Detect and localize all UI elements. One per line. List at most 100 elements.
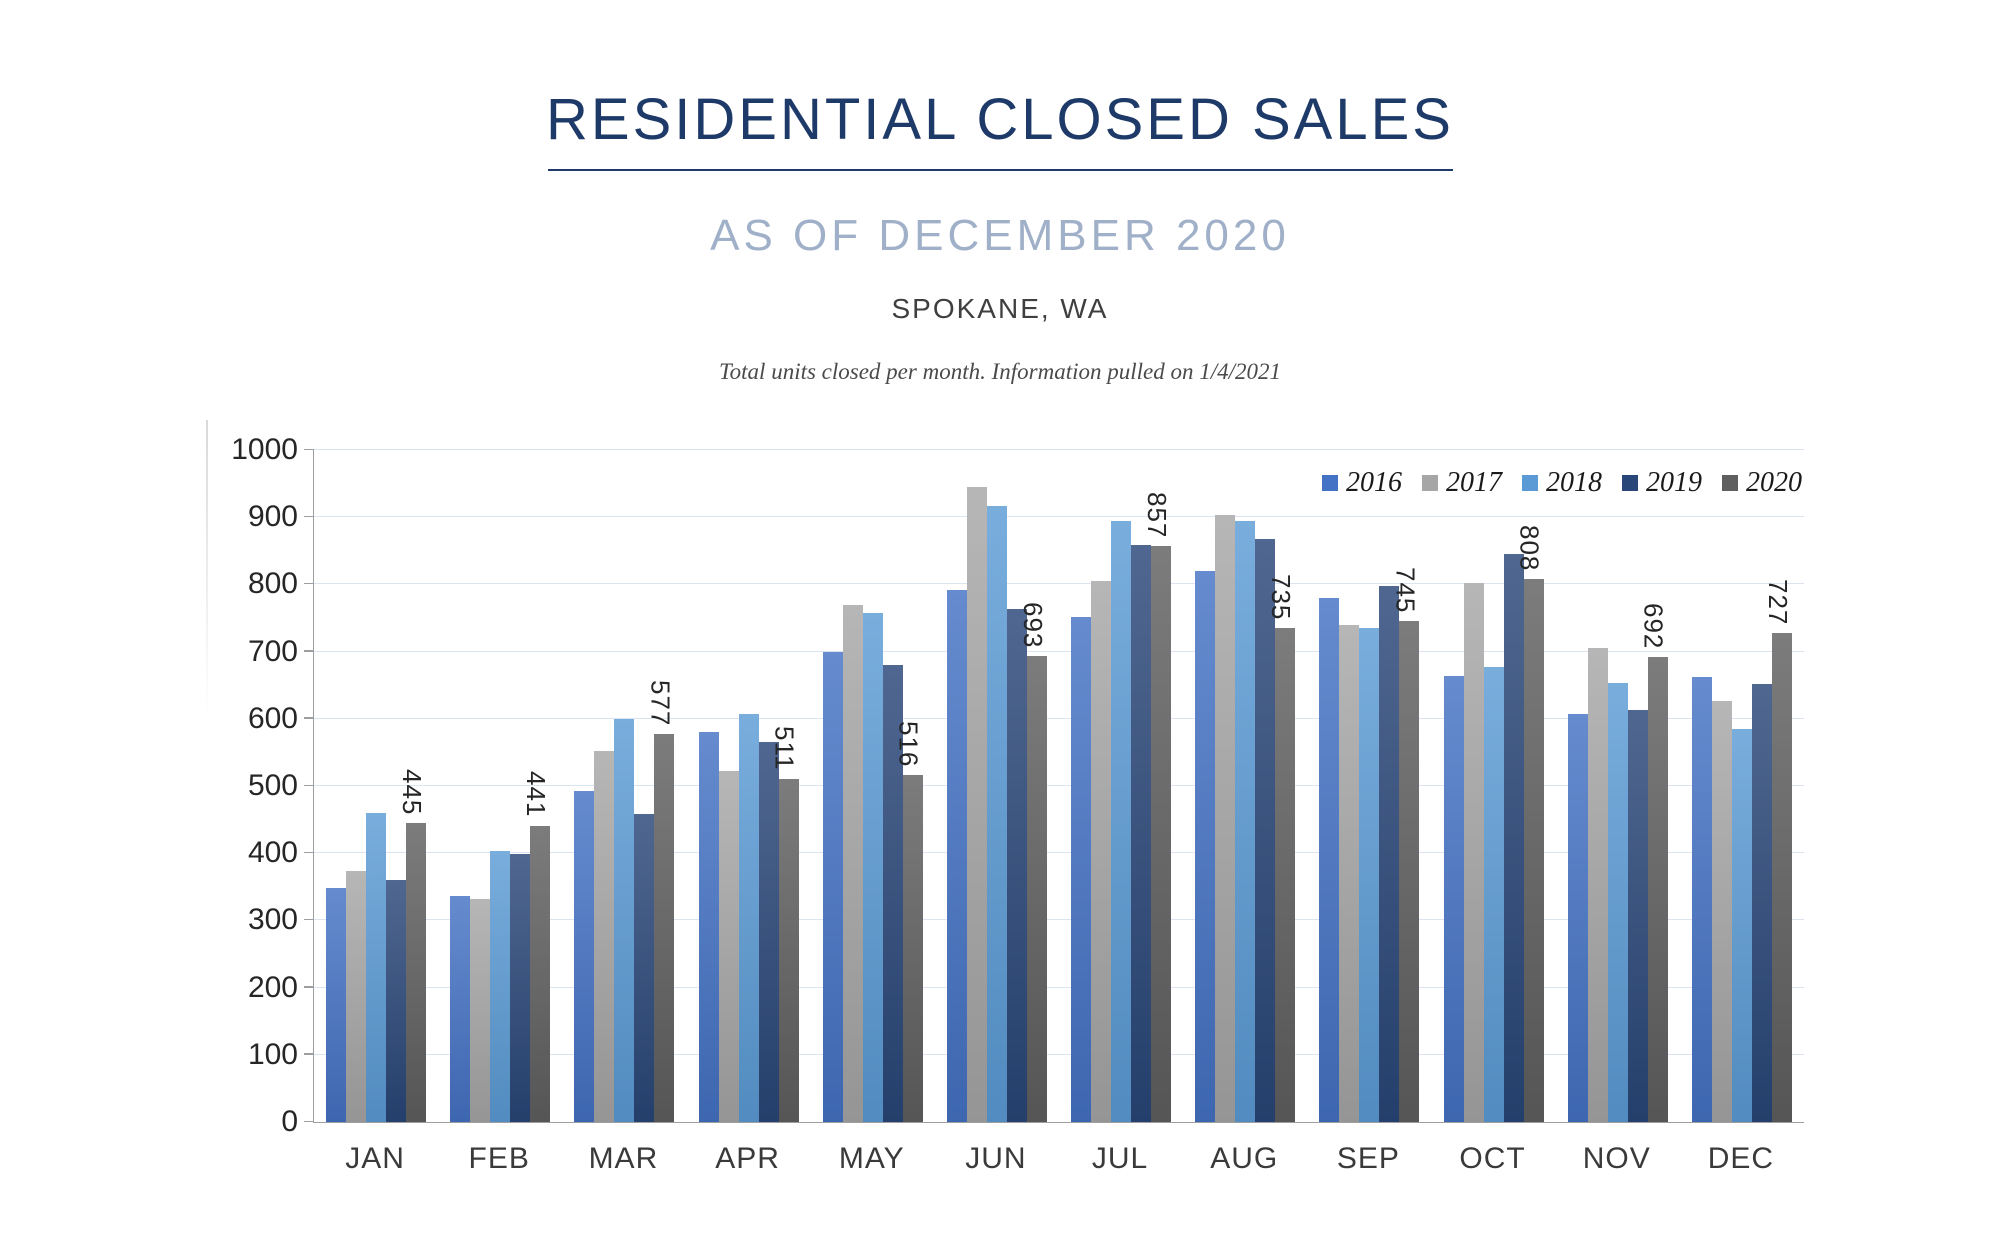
plot-area: 445 441 577 511 516 693 857 735 745 808 692 727 2016… xyxy=(304,448,1804,1123)
bar-2020-mar xyxy=(654,734,675,1122)
y-axis-label-200: 200 xyxy=(247,970,298,1004)
value-label-2020-mar: 577 xyxy=(645,679,676,727)
bar-2020-jun xyxy=(1026,656,1047,1122)
value-label-2020-jan: 445 xyxy=(397,768,428,815)
legend: 2016 2017 2018 2019 2020 xyxy=(1322,467,1802,499)
gridline-800 xyxy=(314,583,1804,585)
gridline-900 xyxy=(314,516,1804,518)
bar-group-aug: 735 xyxy=(1183,450,1307,1122)
bar-2019-jun xyxy=(1006,609,1027,1122)
y-tick-200 xyxy=(304,986,314,988)
bar-group-may: 516 xyxy=(811,450,935,1122)
bar-2017-aug xyxy=(1215,515,1236,1122)
bar-2020-sep xyxy=(1399,621,1420,1122)
bar-2019-oct xyxy=(1503,554,1524,1122)
source-note: Total units closed per month. Informatio… xyxy=(718,359,1282,384)
bar-2018-jan xyxy=(366,812,387,1122)
bar-2018-nov xyxy=(1607,683,1628,1122)
bar-2016-may xyxy=(822,651,843,1122)
y-tick-900 xyxy=(304,515,314,518)
y-axis: 0 100 200 300 400 500 600 700 800 900 1000 xyxy=(198,433,298,1138)
value-label-2020-apr: 511 xyxy=(769,726,800,771)
bar-2016-nov xyxy=(1567,714,1588,1122)
bar-2019-feb xyxy=(510,853,531,1122)
legend-swatch-2017 xyxy=(1422,475,1438,491)
bar-2018-oct xyxy=(1483,667,1504,1122)
y-axis-label-600: 600 xyxy=(247,701,298,735)
bar-2016-jun xyxy=(946,589,967,1122)
bar-2020-may xyxy=(902,775,923,1122)
bar-group-dec: 727 xyxy=(1680,450,1804,1122)
gridline-300 xyxy=(314,919,1804,921)
y-axis-label-500: 500 xyxy=(247,769,298,802)
bar-2016-oct xyxy=(1443,676,1464,1122)
gridline-1000 xyxy=(314,449,1804,450)
bar-2019-apr xyxy=(758,741,779,1122)
bar-group-jun: 693 xyxy=(935,450,1059,1122)
y-axis-label-900: 900 xyxy=(247,500,298,534)
bar-2020-jul xyxy=(1151,546,1172,1122)
y-axis-label-400: 400 xyxy=(247,836,298,870)
value-label-2020-dec: 727 xyxy=(1762,579,1793,626)
bar-2016-apr xyxy=(698,731,719,1122)
bar-2020-aug xyxy=(1275,628,1296,1122)
bar-2020-nov xyxy=(1647,656,1668,1122)
bar-2018-mar xyxy=(614,718,635,1122)
legend-item-2019: 2019 xyxy=(1622,467,1702,499)
value-label-2020-jul: 857 xyxy=(1142,491,1173,539)
y-axis-label-300: 300 xyxy=(247,903,298,937)
bar-2018-jul xyxy=(1111,520,1132,1122)
y-axis-label-1000: 1000 xyxy=(231,433,298,466)
chart-edge-shadow xyxy=(206,420,208,720)
bar-2016-dec xyxy=(1691,677,1712,1122)
x-axis-label-oct: OCT xyxy=(1459,1142,1526,1175)
bar-group-sep: 745 xyxy=(1307,450,1431,1122)
bar-2020-apr xyxy=(778,778,799,1122)
bar-2020-jan xyxy=(406,822,427,1122)
bar-2016-sep xyxy=(1319,597,1340,1122)
page-title: RESIDENTIAL CLOSED SALES xyxy=(546,87,1454,152)
legend-item-2017: 2017 xyxy=(1422,467,1502,499)
gridline-100 xyxy=(314,1053,1804,1055)
x-axis-label-feb: FEB xyxy=(468,1142,530,1175)
value-label-2020-nov: 692 xyxy=(1638,602,1669,649)
bar-2016-mar xyxy=(574,791,595,1122)
bar-2016-aug xyxy=(1195,570,1216,1122)
y-axis-label-700: 700 xyxy=(247,634,298,668)
closed-sales-bar-chart: 0 100 200 300 400 500 600 700 800 900 1000 445 441 5… xyxy=(198,420,1838,1190)
bar-2019-mar xyxy=(634,814,655,1122)
gridline-600 xyxy=(314,717,1804,719)
y-tick-300 xyxy=(304,918,314,921)
bar-group-feb: 441 xyxy=(438,450,562,1122)
x-axis-label-aug: AUG xyxy=(1210,1142,1279,1175)
title-underline xyxy=(547,169,1453,171)
bar-2016-feb xyxy=(450,895,471,1122)
legend-label-2018: 2018 xyxy=(1546,467,1602,498)
bar-2017-feb xyxy=(470,898,491,1122)
y-tick-700 xyxy=(304,650,314,652)
bar-2020-dec xyxy=(1771,633,1792,1122)
legend-item-2020: 2020 xyxy=(1722,467,1802,499)
legend-swatch-2018 xyxy=(1522,475,1538,491)
bar-2019-nov xyxy=(1627,710,1648,1122)
gridline-400 xyxy=(314,852,1804,854)
bar-2017-jan xyxy=(346,871,367,1122)
y-tick-1000 xyxy=(304,448,314,450)
x-axis-label-apr: APR xyxy=(715,1142,780,1175)
bar-2019-aug xyxy=(1255,539,1276,1122)
value-label-2020-feb: 441 xyxy=(521,771,552,818)
legend-label-2020: 2020 xyxy=(1746,467,1802,498)
y-tick-600 xyxy=(304,717,314,719)
bar-2017-sep xyxy=(1339,624,1360,1122)
bar-2017-oct xyxy=(1463,583,1484,1122)
y-axis-label-100: 100 xyxy=(247,1037,298,1071)
bar-2018-jun xyxy=(986,505,1007,1122)
legend-label-2019: 2019 xyxy=(1646,467,1702,498)
value-label-2020-oct: 808 xyxy=(1514,524,1545,572)
gridline-700 xyxy=(314,650,1804,652)
bar-2018-feb xyxy=(490,851,511,1122)
legend-item-2016: 2016 xyxy=(1322,467,1402,499)
bar-2019-jan xyxy=(386,880,407,1122)
subtitle: AS OF DECEMBER 2020 xyxy=(710,211,1290,260)
